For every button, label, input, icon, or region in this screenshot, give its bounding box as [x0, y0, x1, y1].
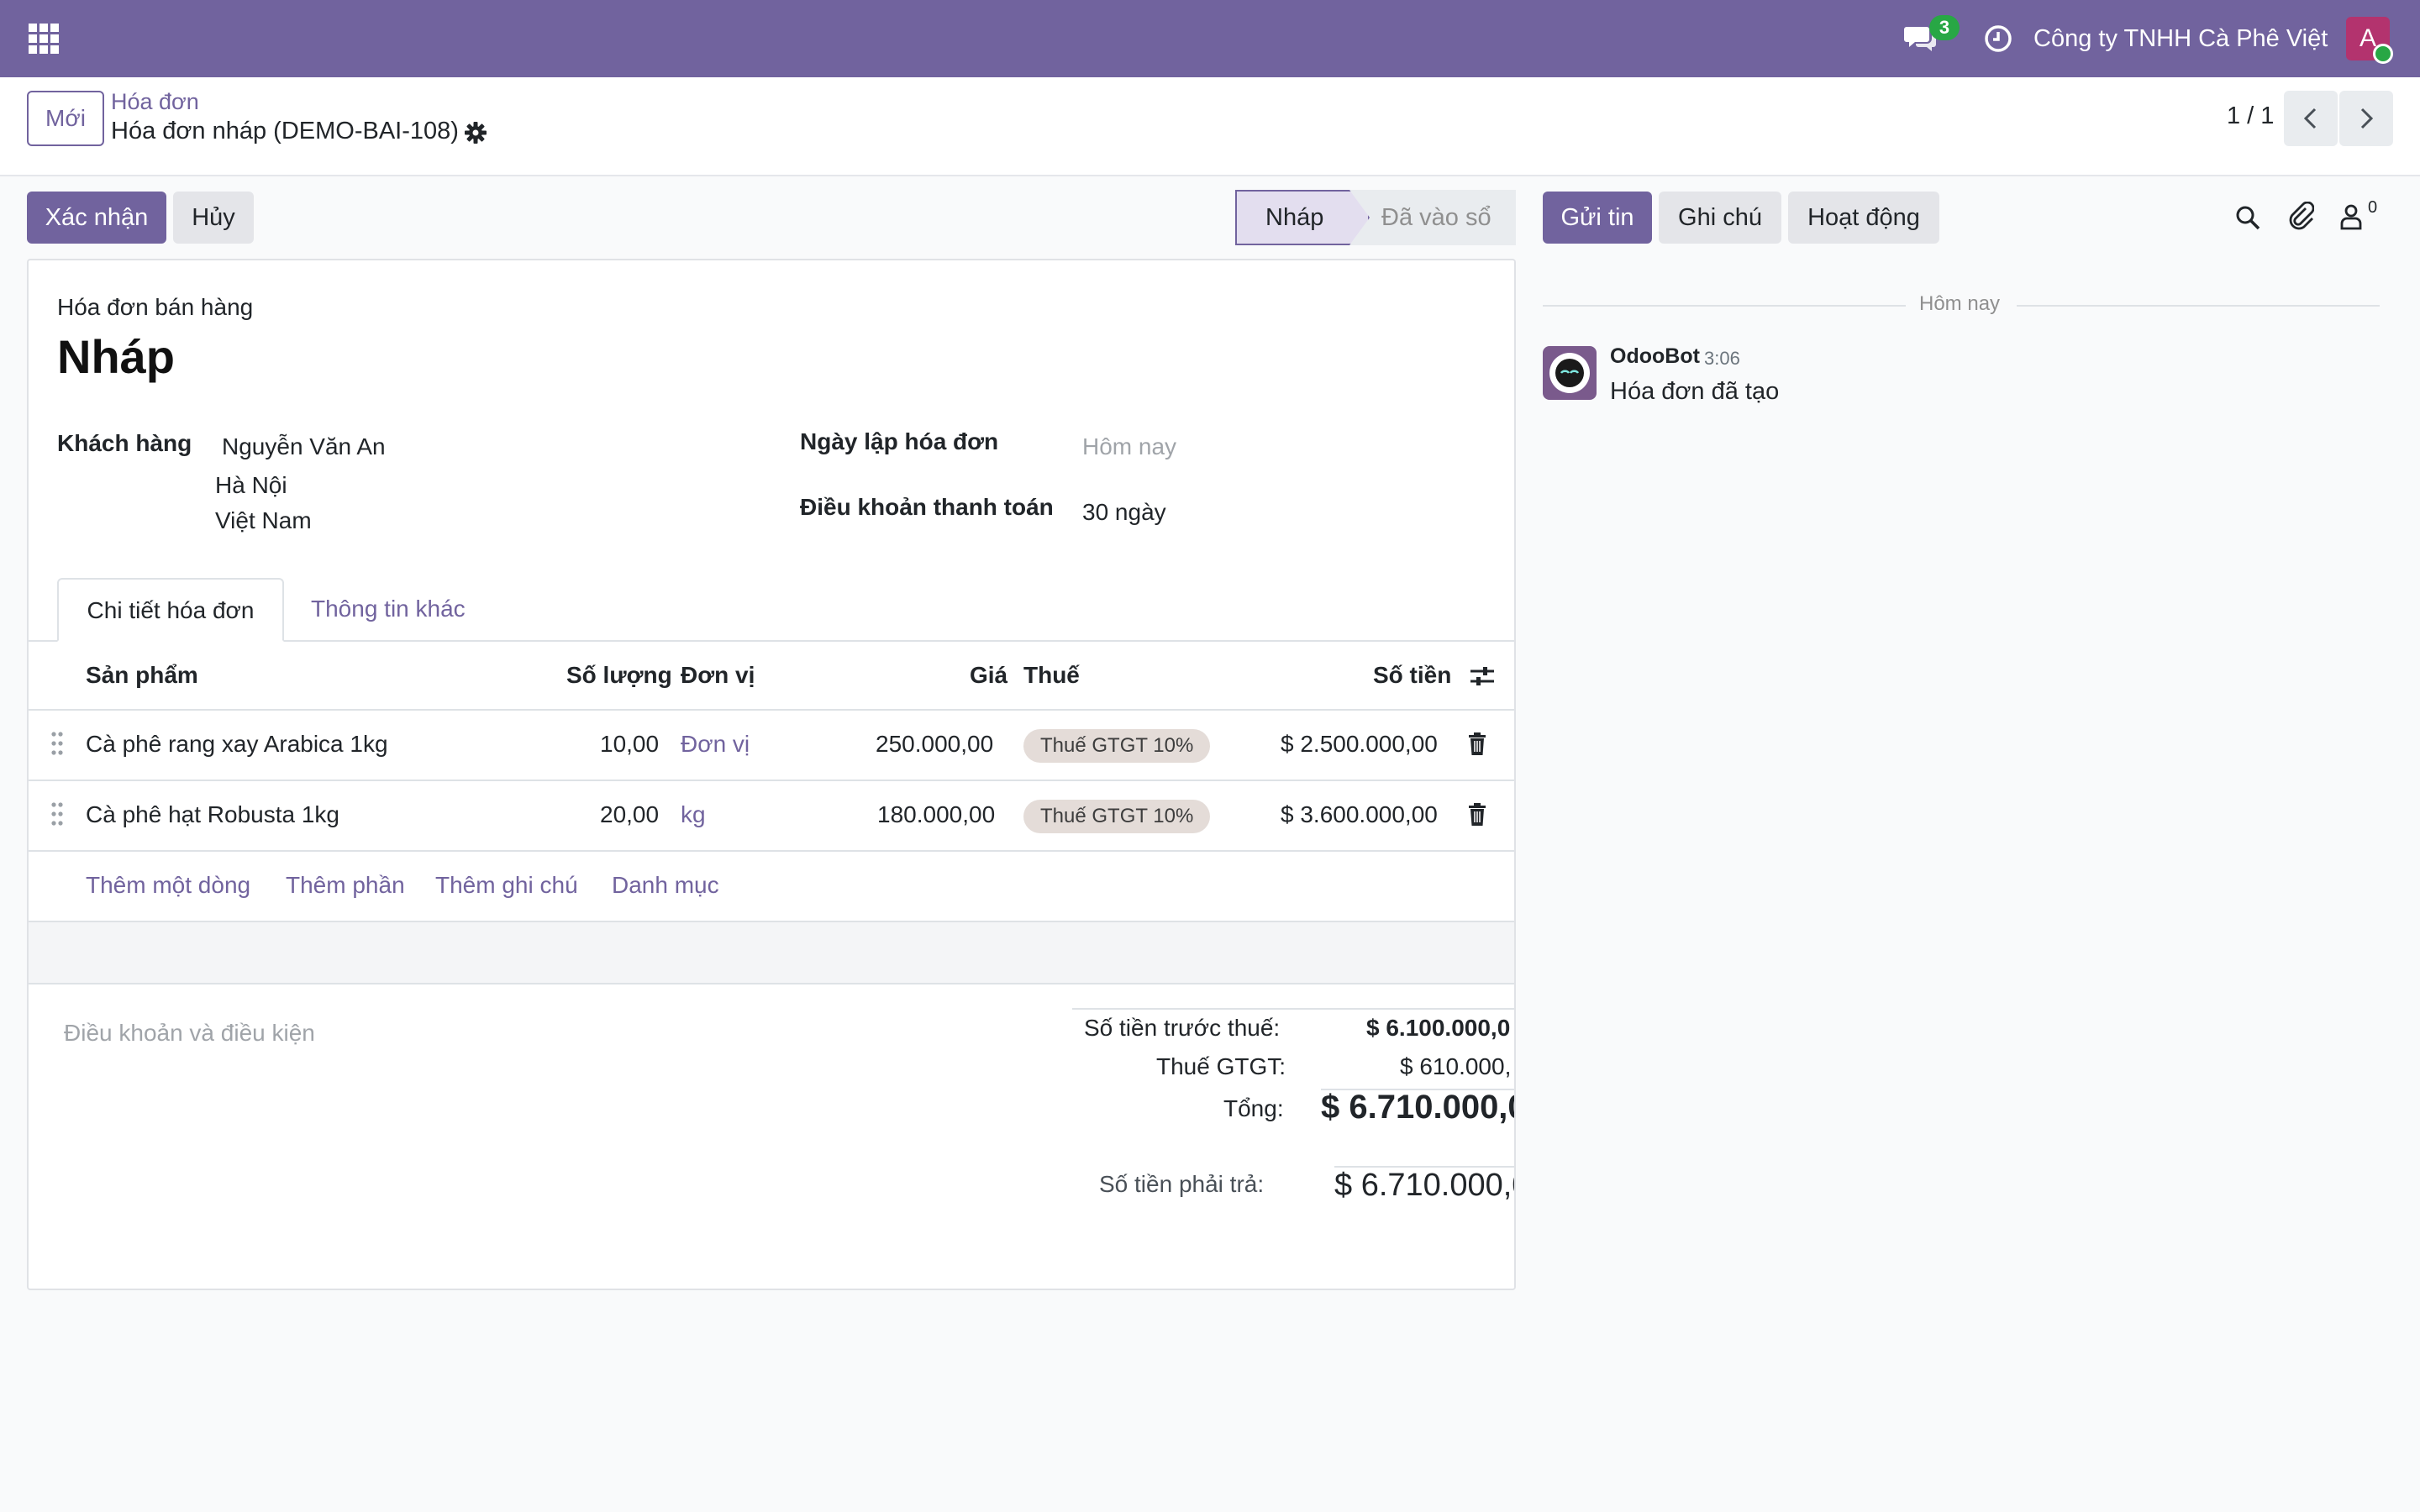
row-divider: [29, 850, 1514, 852]
line-quantity[interactable]: 20,00: [600, 801, 660, 827]
date-separator: Hôm nay: [1919, 292, 2001, 315]
status-posted[interactable]: Đã vào sổ: [1349, 190, 1516, 245]
chat-bubble-icon[interactable]: [1904, 24, 1938, 54]
header-divider: [29, 709, 1514, 711]
add-note-link[interactable]: Thêm ghi chú: [435, 872, 578, 898]
date-separator-line: [1543, 305, 1906, 307]
chevron-right-icon: [2360, 108, 2374, 129]
invoice-date-label: Ngày lập hóa đơn: [800, 428, 999, 454]
search-icon[interactable]: [2235, 205, 2260, 230]
cancel-button[interactable]: Hủy: [173, 192, 254, 244]
tabs-divider: [29, 640, 1514, 642]
amount-due-label: Số tiền phải trả:: [1099, 1171, 1265, 1197]
catalog-link[interactable]: Danh mục: [612, 872, 719, 898]
line-product[interactable]: Cà phê hạt Robusta 1kg: [86, 801, 339, 827]
document-name: Nháp: [57, 330, 175, 383]
drag-handle-icon[interactable]: [50, 801, 64, 827]
trash-icon[interactable]: [1467, 732, 1487, 756]
untaxed-amount-value: $ 6.100.000,0: [1366, 1015, 1511, 1041]
total-label: Tổng:: [1223, 1095, 1284, 1121]
column-price[interactable]: Giá: [970, 662, 1008, 688]
tab-other-info[interactable]: Thông tin khác: [311, 596, 466, 622]
pager-previous-button[interactable]: [2284, 91, 2338, 146]
line-price[interactable]: 250.000,00: [876, 731, 994, 757]
follower-count: 0: [2368, 198, 2378, 217]
message-time: 3:06: [1704, 348, 1740, 369]
tax-badge[interactable]: Thuế GTGT 10%: [1023, 800, 1211, 833]
tax-amount-label: Thuế GTGT:: [1156, 1053, 1286, 1079]
chevron-left-icon: [2303, 108, 2317, 129]
line-product[interactable]: Cà phê rang xay Arabica 1kg: [86, 731, 388, 757]
new-button[interactable]: Mới: [27, 91, 104, 146]
trash-icon[interactable]: [1467, 803, 1487, 827]
column-settings-icon[interactable]: [1469, 664, 1496, 689]
chat-count-badge: 3: [1929, 15, 1960, 40]
payment-terms-label: Điều khoản thanh toán: [800, 494, 1054, 520]
breadcrumb-invoices[interactable]: Hóa đơn: [111, 89, 199, 114]
line-amount: $ 2.500.000,00: [1281, 731, 1438, 757]
control-panel: Mới Hóa đơn Hóa đơn nháp (DEMO-BAI-108) …: [0, 77, 2420, 176]
app-grid-icon[interactable]: [29, 24, 59, 54]
line-price[interactable]: 180.000,00: [877, 801, 996, 827]
activity-button[interactable]: Hoạt động: [1788, 192, 1939, 244]
invoice-sheet: Hóa đơn bán hàng Nháp Khách hàng Nguyễn …: [27, 259, 1516, 1290]
customer-field[interactable]: Nguyễn Văn An: [222, 433, 386, 459]
column-product[interactable]: Sản phẩm: [86, 662, 198, 688]
odoobot-avatar[interactable]: [1543, 346, 1597, 400]
online-status-dot: [2373, 44, 2393, 64]
document-type: Hóa đơn bán hàng: [57, 294, 254, 320]
send-message-button[interactable]: Gửi tin: [1543, 192, 1652, 244]
robot-icon: [1549, 353, 1590, 393]
message-body: Hóa đơn đã tạo: [1610, 378, 1780, 405]
status-draft[interactable]: Nháp: [1235, 190, 1370, 245]
customer-city: Hà Nội: [215, 472, 287, 498]
amount-due-divider: [1334, 1166, 1514, 1168]
confirm-button[interactable]: Xác nhận: [27, 192, 166, 244]
tab-invoice-lines[interactable]: Chi tiết hóa đơn: [57, 578, 284, 642]
column-quantity[interactable]: Số lượng: [566, 662, 672, 688]
terms-conditions-field[interactable]: Điều khoản và điều kiện: [64, 1020, 315, 1046]
clock-icon[interactable]: [1983, 24, 2013, 54]
log-note-button[interactable]: Ghi chú: [1659, 192, 1781, 244]
record-title: Hóa đơn nháp (DEMO-BAI-108): [111, 118, 459, 144]
totals-divider: [1072, 1008, 1514, 1010]
top-navbar: [0, 0, 2420, 77]
lines-footer: [29, 921, 1514, 984]
status-bar: Đã vào sổ Nháp: [1235, 190, 1516, 245]
tax-amount-value: $ 610.000,: [1400, 1053, 1512, 1079]
invoice-date-field[interactable]: Hôm nay: [1082, 433, 1177, 459]
line-uom[interactable]: Đơn vị: [681, 731, 750, 757]
add-line-link[interactable]: Thêm một dòng: [86, 872, 251, 898]
total-divider: [1321, 1089, 1514, 1090]
customer-country: Việt Nam: [215, 507, 312, 533]
payment-terms-field[interactable]: 30 ngày: [1082, 499, 1166, 525]
date-separator-line: [2017, 305, 2380, 307]
line-uom[interactable]: kg: [681, 801, 706, 827]
column-amount[interactable]: Số tiền: [1373, 662, 1452, 688]
row-divider: [29, 780, 1514, 781]
followers-icon[interactable]: [2339, 203, 2363, 230]
pager-next-button[interactable]: [2339, 91, 2393, 146]
gear-icon[interactable]: [464, 121, 487, 144]
message-author[interactable]: OdooBot: [1610, 344, 1700, 368]
column-uom[interactable]: Đơn vị: [681, 662, 755, 688]
column-tax[interactable]: Thuế: [1023, 662, 1080, 688]
line-quantity[interactable]: 10,00: [600, 731, 660, 757]
amount-due-value: $ 6.710.000,0: [1334, 1168, 1516, 1203]
tax-badge[interactable]: Thuế GTGT 10%: [1023, 729, 1211, 763]
add-section-link[interactable]: Thêm phần: [286, 872, 405, 898]
untaxed-amount-label: Số tiền trước thuế:: [1084, 1015, 1281, 1041]
customer-label: Khách hàng: [57, 430, 192, 456]
total-value: $ 6.710.000,0: [1321, 1089, 1516, 1126]
drag-handle-icon[interactable]: [50, 731, 64, 756]
pager-value[interactable]: 1 / 1: [2227, 102, 2275, 129]
line-amount: $ 3.600.000,00: [1281, 801, 1438, 827]
paperclip-icon[interactable]: [2287, 202, 2314, 230]
company-switcher[interactable]: Công ty TNHH Cà Phê Việt: [2033, 25, 2328, 52]
